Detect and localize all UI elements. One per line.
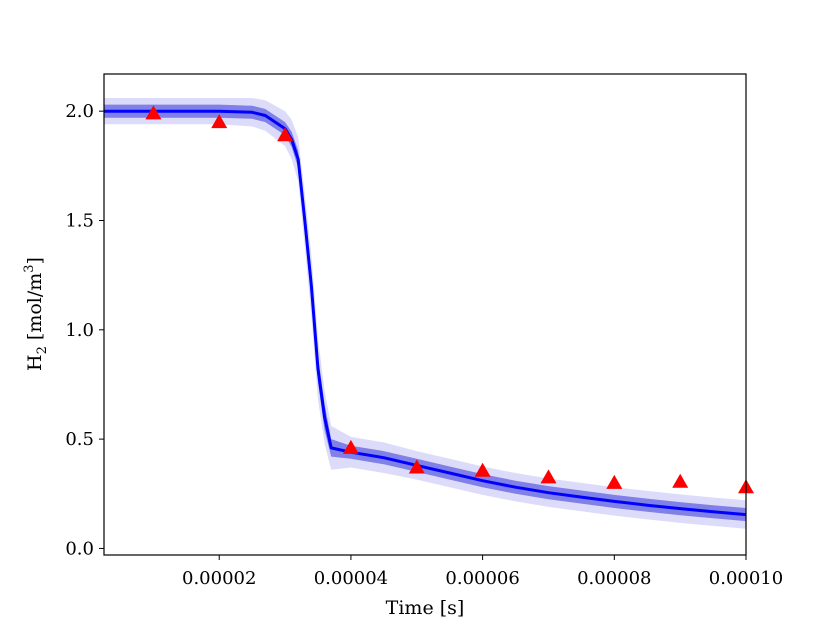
y-label-end: ] <box>24 257 46 264</box>
x-tick-label: 0.00006 <box>445 568 519 589</box>
triangle-marker <box>606 474 623 489</box>
y-axis-ticks: 0.0 0.5 1.0 1.5 2.0 <box>65 101 104 559</box>
triangle-marker <box>145 105 162 120</box>
y-label-base: H <box>24 354 46 371</box>
triangle-marker <box>277 127 294 142</box>
mean-line <box>104 109 746 517</box>
x-axis-ticks: 0.00002 0.00004 0.00006 0.00008 0.00010 <box>182 555 783 589</box>
plot-frame <box>103 73 747 556</box>
data-markers <box>145 105 754 494</box>
y-label-mid: [mol/m <box>24 273 46 346</box>
series-lines <box>104 109 746 517</box>
y-tick-label: 0.0 <box>65 538 94 559</box>
triangle-marker <box>540 469 557 484</box>
x-tick-label: 0.00008 <box>577 568 651 589</box>
triangle-marker <box>211 114 228 129</box>
triangle-marker <box>408 459 425 474</box>
y-axis-label: H2 [mol/m3] <box>22 257 50 371</box>
y-tick-label: 1.5 <box>65 210 94 231</box>
x-axis-label: Time [s] <box>386 597 465 619</box>
x-tick-label: 0.00010 <box>709 568 783 589</box>
x-tick-label: 0.00004 <box>314 568 388 589</box>
triangle-marker <box>474 462 491 477</box>
y-tick-label: 0.5 <box>65 429 94 450</box>
y-tick-label: 2.0 <box>65 101 94 122</box>
triangle-marker <box>342 439 359 454</box>
x-tick-label: 0.00002 <box>182 568 256 589</box>
triangle-marker <box>672 473 689 488</box>
y-label-superscript: 3 <box>22 264 37 272</box>
y-tick-label: 1.0 <box>65 320 94 341</box>
y-label-subscript: 2 <box>35 346 50 354</box>
